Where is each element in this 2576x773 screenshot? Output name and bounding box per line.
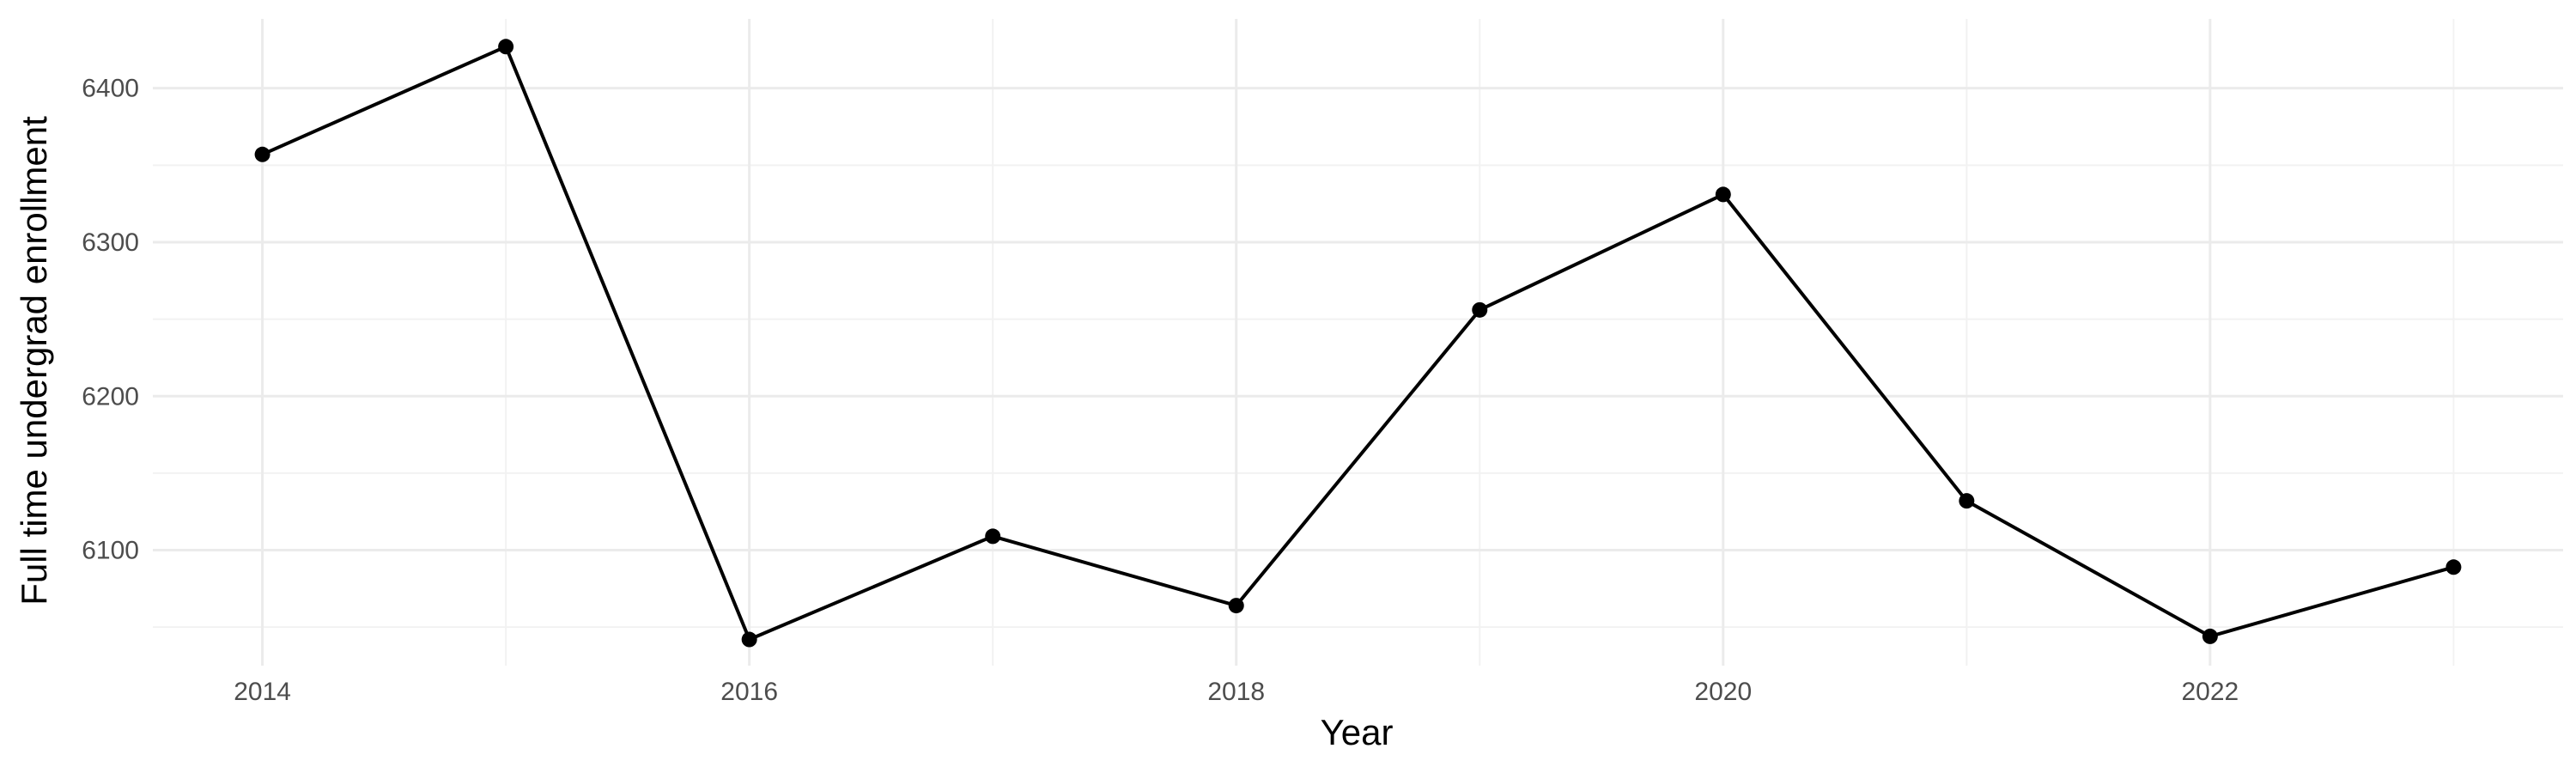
data-point [2445,559,2462,575]
data-point [254,146,270,162]
x-tick-labels: 2014 2016 2018 2020 2022 [234,678,2239,706]
y-tick-labels: 6100 6200 6300 6400 [82,75,139,565]
data-point [498,39,514,55]
x-tick-label: 2016 [720,678,778,706]
series-layer [261,45,2454,642]
data-point [1472,301,1488,318]
x-tick-label: 2014 [234,678,291,706]
data-point [2202,628,2218,644]
y-axis-title: Full time undergrad enrollment [14,116,54,606]
series-line [261,45,2454,642]
points-layer [254,39,2462,648]
y-tick-label: 6300 [82,228,139,257]
y-tick-label: 6100 [82,537,139,565]
x-tick-label: 2018 [1207,678,1265,706]
x-axis-title: Year [1321,712,1394,752]
y-tick-label: 6400 [82,75,139,103]
grid-layer [153,19,2563,666]
y-tick-label: 6200 [82,382,139,411]
data-point [1228,598,1244,614]
x-tick-label: 2022 [2181,678,2239,706]
data-point [741,631,757,648]
x-tick-label: 2020 [1694,678,1752,706]
data-point [1715,186,1731,203]
data-point [1959,493,1975,509]
data-point [985,528,1001,545]
